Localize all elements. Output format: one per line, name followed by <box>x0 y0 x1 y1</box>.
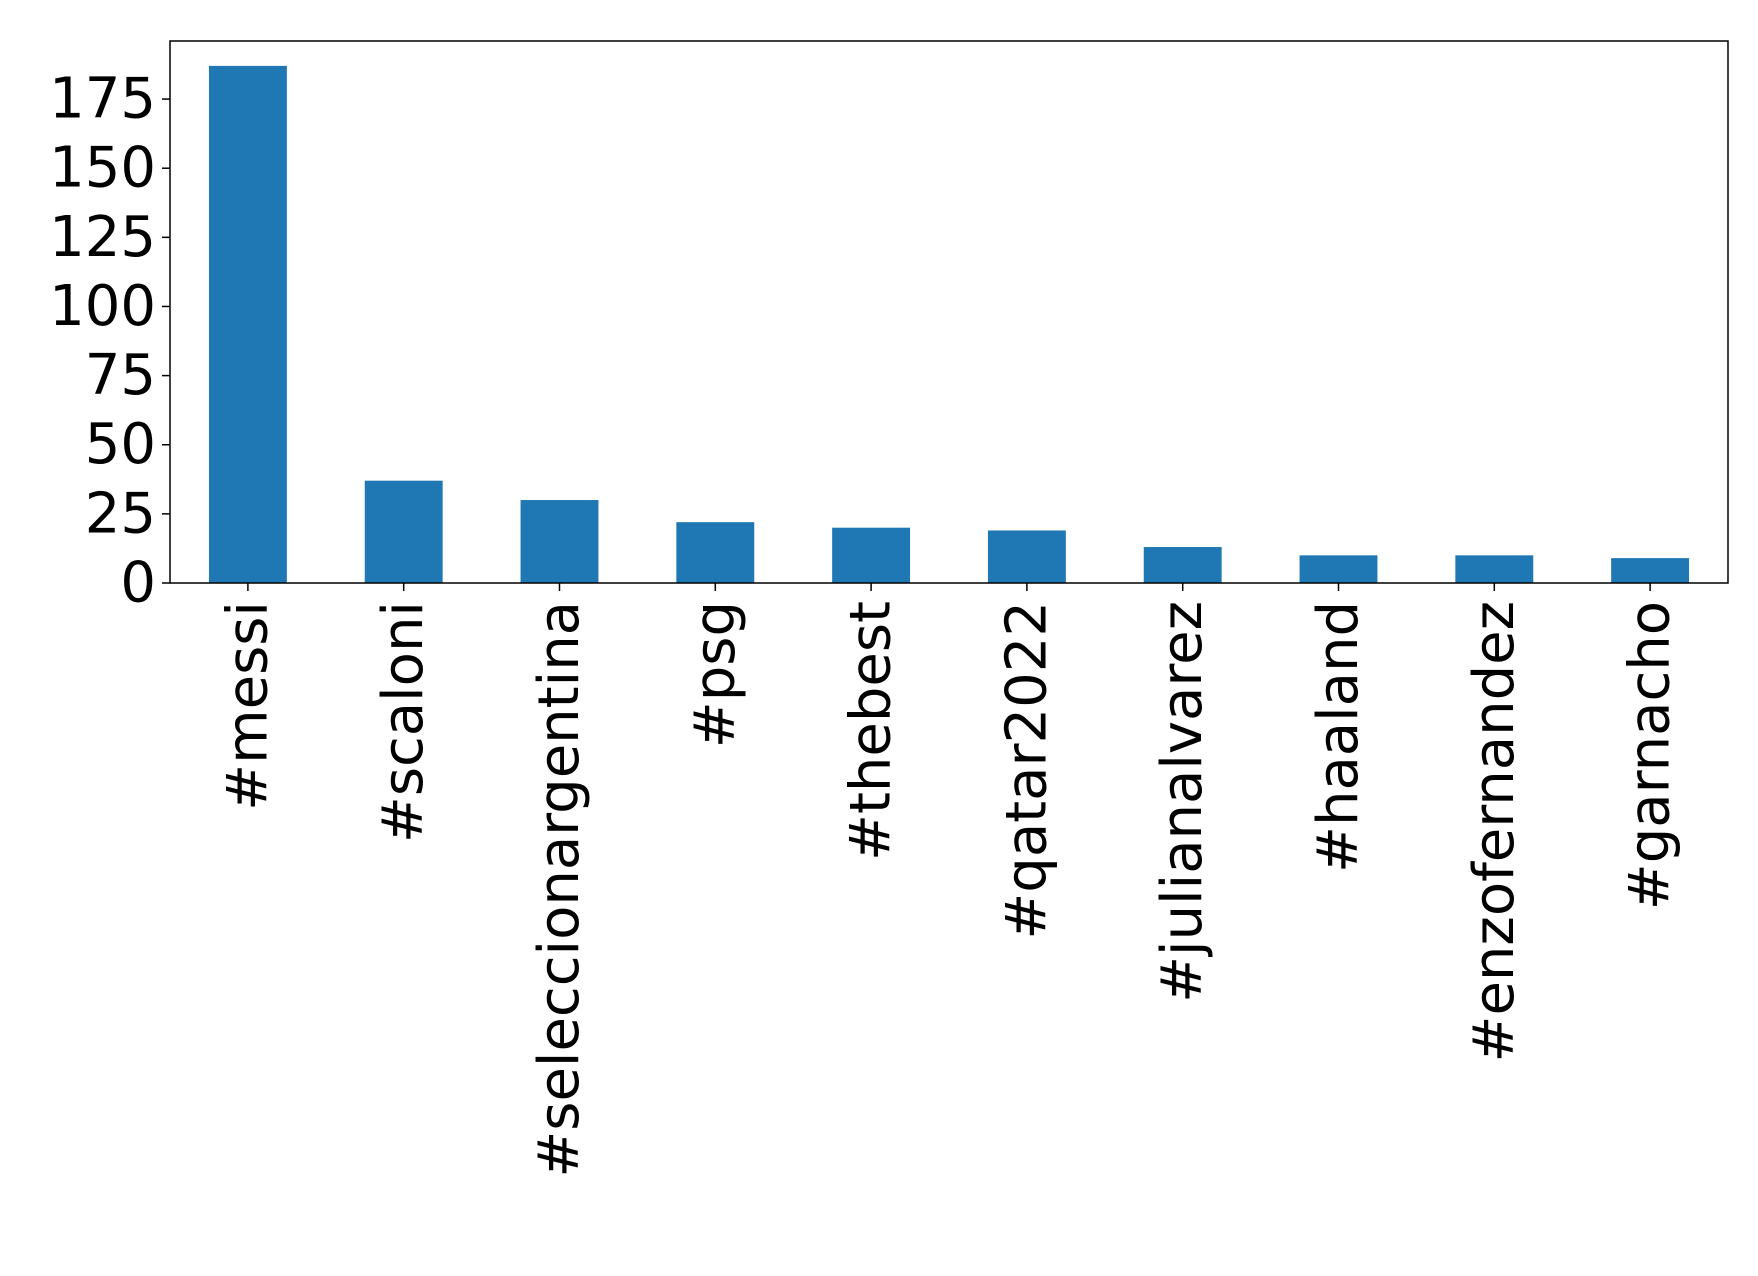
y-tick-label: 125 <box>49 205 156 270</box>
y-tick-label: 50 <box>85 412 156 477</box>
x-tick-label: #garnacho <box>1618 601 1683 910</box>
x-tick-label: #thebest <box>839 601 904 861</box>
bar-julianalvarez <box>1143 547 1222 583</box>
x-tick-label: #haaland <box>1306 601 1371 873</box>
bar-seleccionargentina <box>520 500 599 583</box>
x-tick-label: #messi <box>215 601 280 811</box>
x-tick-label: #scaloni <box>371 601 436 843</box>
bar-qatar2022 <box>987 530 1066 583</box>
plot-frame <box>169 40 1729 584</box>
y-tick-label: 0 <box>120 551 156 616</box>
bar-thebest <box>832 527 911 583</box>
bar-scaloni <box>364 480 443 583</box>
x-tick-label: #qatar2022 <box>994 601 1059 940</box>
y-tick-label: 175 <box>49 67 156 132</box>
bar-enzofernandez <box>1455 555 1534 583</box>
bar-psg <box>676 522 755 583</box>
y-tick-label: 100 <box>49 274 156 339</box>
bar-haaland <box>1299 555 1378 583</box>
y-tick-label: 150 <box>49 136 156 201</box>
x-axis: #messi #scaloni #seleccionargentina #psg #th… <box>215 583 1683 1178</box>
bar-garnacho <box>1611 558 1690 583</box>
x-tick-label: #julianalvarez <box>1150 601 1215 1003</box>
x-tick-label: #psg <box>683 601 748 748</box>
bar-messi <box>208 65 287 583</box>
y-tick-label: 25 <box>85 481 156 546</box>
bars-group <box>208 65 1690 583</box>
y-tick-label: 75 <box>85 343 156 408</box>
x-tick-label: #enzofernandez <box>1462 601 1527 1062</box>
x-tick-label: #seleccionargentina <box>527 601 592 1178</box>
